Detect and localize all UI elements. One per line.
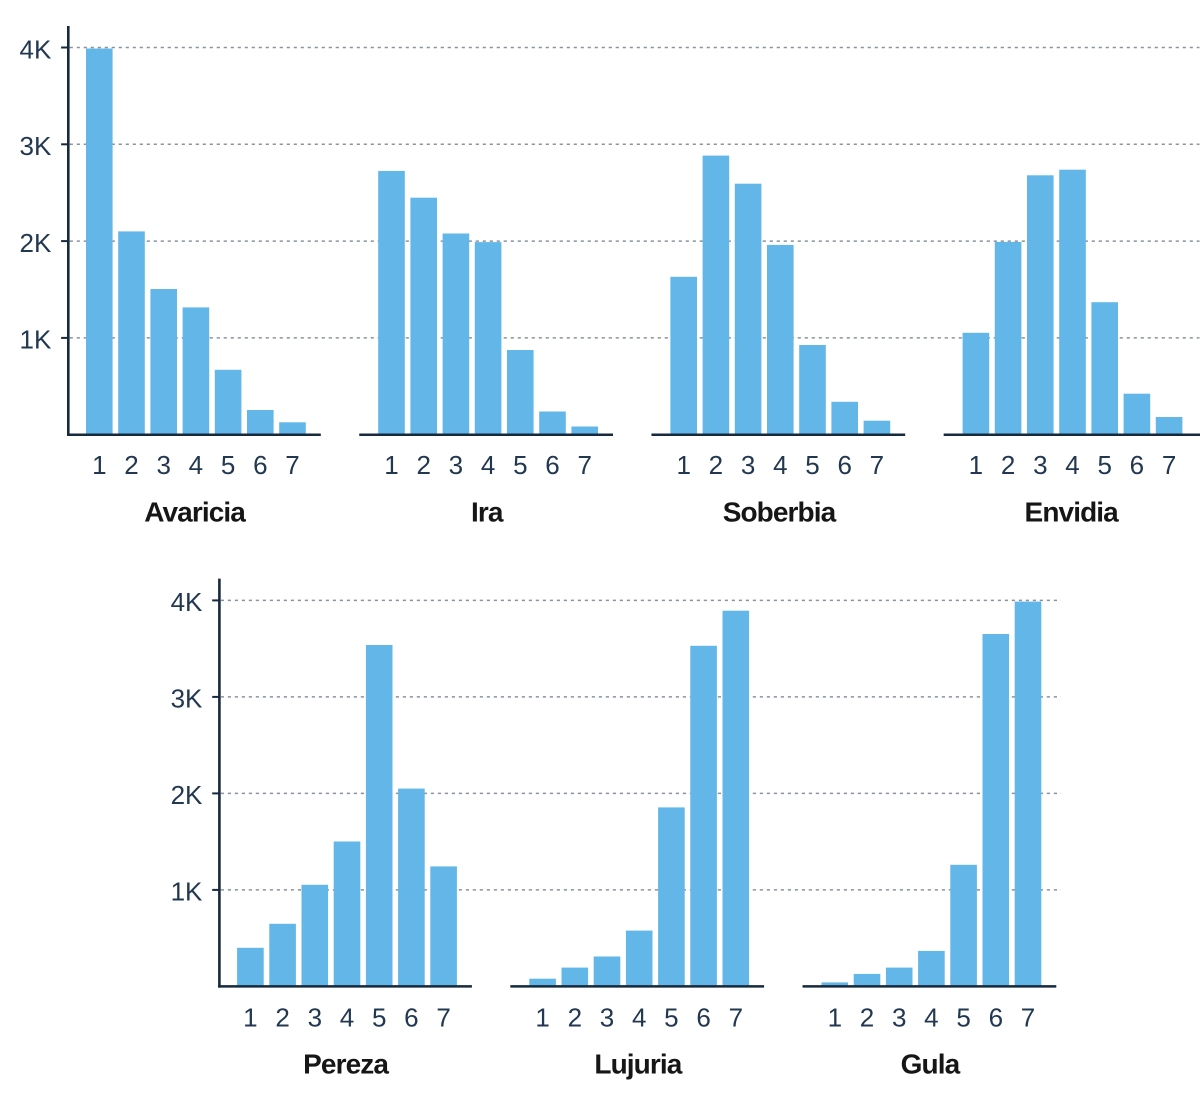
svg-text:4: 4: [1065, 450, 1079, 480]
svg-text:Pereza: Pereza: [303, 1048, 389, 1079]
svg-text:3: 3: [892, 1003, 906, 1033]
svg-text:3K: 3K: [19, 131, 51, 161]
svg-text:7: 7: [577, 450, 591, 480]
svg-text:4: 4: [773, 450, 787, 480]
svg-text:1: 1: [92, 450, 106, 480]
svg-text:6: 6: [545, 450, 559, 480]
svg-text:4: 4: [340, 1003, 354, 1033]
svg-text:3: 3: [308, 1003, 322, 1033]
svg-text:6: 6: [837, 450, 851, 480]
svg-text:1: 1: [535, 1003, 549, 1033]
svg-text:5: 5: [956, 1003, 970, 1033]
svg-text:5: 5: [221, 450, 235, 480]
svg-text:1: 1: [969, 450, 983, 480]
svg-text:7: 7: [1162, 450, 1176, 480]
svg-text:2K: 2K: [171, 780, 203, 810]
svg-text:4: 4: [481, 450, 495, 480]
svg-text:2: 2: [568, 1003, 582, 1033]
svg-text:Gula: Gula: [901, 1048, 961, 1079]
svg-text:6: 6: [404, 1003, 418, 1033]
svg-text:2K: 2K: [19, 228, 51, 258]
svg-text:2: 2: [709, 450, 723, 480]
svg-text:4: 4: [632, 1003, 646, 1033]
svg-text:4: 4: [189, 450, 203, 480]
svg-text:7: 7: [1021, 1003, 1035, 1033]
svg-text:3K: 3K: [171, 684, 203, 714]
svg-text:1: 1: [676, 450, 690, 480]
svg-text:4K: 4K: [19, 34, 51, 64]
svg-text:3: 3: [449, 450, 463, 480]
svg-text:6: 6: [696, 1003, 710, 1033]
svg-text:5: 5: [372, 1003, 386, 1033]
svg-text:Envidia: Envidia: [1025, 497, 1120, 528]
svg-text:4K: 4K: [171, 587, 203, 617]
svg-text:3: 3: [600, 1003, 614, 1033]
svg-text:7: 7: [729, 1003, 743, 1033]
svg-text:7: 7: [436, 1003, 450, 1033]
svg-text:2: 2: [416, 450, 430, 480]
svg-text:5: 5: [513, 450, 527, 480]
svg-text:1K: 1K: [171, 877, 203, 907]
svg-text:6: 6: [1130, 450, 1144, 480]
svg-text:3: 3: [1033, 450, 1047, 480]
svg-text:3: 3: [156, 450, 170, 480]
svg-text:6: 6: [989, 1003, 1003, 1033]
svg-text:5: 5: [664, 1003, 678, 1033]
svg-text:2: 2: [860, 1003, 874, 1033]
svg-text:1K: 1K: [19, 325, 51, 355]
svg-text:Ira: Ira: [471, 497, 504, 528]
svg-text:Lujuria: Lujuria: [594, 1048, 682, 1079]
svg-text:1: 1: [243, 1003, 257, 1033]
svg-text:7: 7: [285, 450, 299, 480]
svg-text:5: 5: [1097, 450, 1111, 480]
svg-text:4: 4: [924, 1003, 938, 1033]
svg-text:3: 3: [741, 450, 755, 480]
svg-text:7: 7: [870, 450, 884, 480]
svg-text:2: 2: [124, 450, 138, 480]
svg-text:1: 1: [384, 450, 398, 480]
svg-text:Avaricia: Avaricia: [144, 497, 246, 528]
svg-text:2: 2: [275, 1003, 289, 1033]
svg-text:Soberbia: Soberbia: [723, 497, 837, 528]
svg-text:1: 1: [828, 1003, 842, 1033]
svg-text:5: 5: [805, 450, 819, 480]
svg-text:6: 6: [253, 450, 267, 480]
svg-text:2: 2: [1001, 450, 1015, 480]
